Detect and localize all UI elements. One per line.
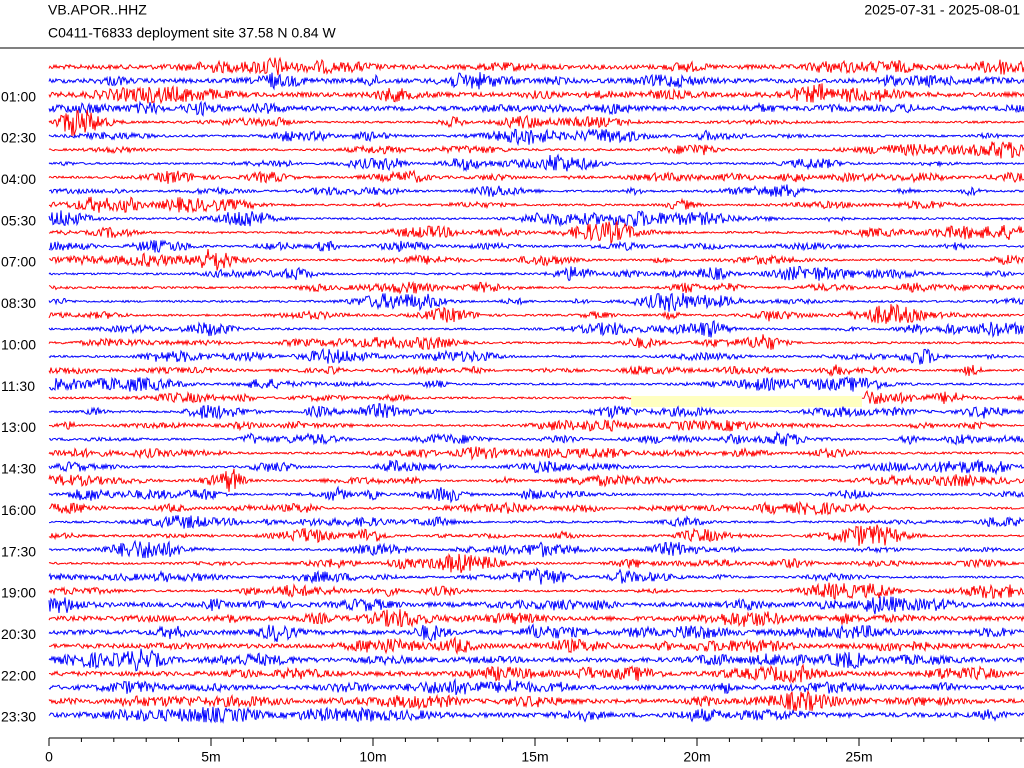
row-label: 16:00: [1, 502, 36, 518]
trace: [48, 109, 1024, 137]
trace: [48, 485, 1024, 504]
site-subtitle: C0411-T6833 deployment site 37.58 N 0.84…: [48, 25, 336, 41]
trace: [48, 677, 1024, 696]
trace: [48, 184, 1024, 198]
row-label: 13:00: [1, 419, 36, 435]
trace: [48, 389, 1024, 405]
row-label: 08:30: [1, 295, 36, 311]
row-label: 04:00: [1, 171, 36, 187]
trace: [48, 552, 1024, 573]
trace: [48, 539, 1024, 559]
trace: [48, 220, 1024, 244]
station-title: VB.APOR..HHZ: [48, 2, 147, 18]
x-tick-label: 20m: [683, 749, 710, 765]
trace: [48, 430, 1024, 447]
data-gap: [631, 396, 862, 407]
x-tick-label: 5m: [201, 749, 220, 765]
trace: [48, 334, 1024, 351]
trace: [48, 303, 1024, 324]
trace: [48, 128, 1024, 147]
trace: [48, 364, 1024, 377]
trace: [48, 582, 1024, 600]
trace: [48, 596, 1024, 615]
x-tick-label: 25m: [845, 749, 872, 765]
trace: [48, 239, 1024, 253]
trace: [48, 524, 1024, 546]
trace: [48, 706, 1024, 724]
trace: [48, 210, 1024, 228]
row-label: 01:00: [1, 88, 36, 104]
trace: [48, 319, 1024, 339]
x-tick-label: 10m: [359, 749, 386, 765]
trace: [48, 419, 1024, 432]
trace: [48, 266, 1024, 282]
row-label: 02:30: [1, 130, 36, 146]
trace: [48, 403, 1024, 420]
trace: [48, 280, 1024, 295]
trace: [48, 375, 1024, 392]
row-label: 05:30: [1, 212, 36, 228]
trace: [48, 648, 1024, 672]
trace: [48, 500, 1024, 516]
trace: [48, 347, 1024, 365]
trace: [48, 100, 1024, 117]
trace: [48, 196, 1024, 214]
x-tick-label: 15m: [521, 749, 548, 765]
trace: [49, 515, 1024, 529]
row-label: 20:30: [1, 626, 36, 642]
trace: [48, 56, 1024, 76]
trace: [48, 609, 1024, 628]
trace: [48, 153, 1024, 172]
trace: [48, 72, 1024, 91]
trace: [48, 635, 1024, 656]
row-label: 10:00: [1, 336, 36, 352]
trace: [48, 83, 1024, 105]
date-range: 2025-07-31 - 2025-08-01: [864, 2, 1020, 18]
trace: [48, 567, 1024, 585]
trace: [48, 169, 1024, 184]
row-label: 22:00: [1, 667, 36, 683]
row-label: 17:30: [1, 543, 36, 559]
trace: [48, 458, 1024, 476]
trace: [48, 249, 1024, 271]
trace: [48, 141, 1024, 159]
trace: [48, 663, 1024, 684]
row-label: 14:30: [1, 461, 36, 477]
row-label: 11:30: [1, 378, 35, 394]
row-label: 23:30: [1, 709, 36, 725]
trace: [48, 292, 1024, 312]
trace: [48, 468, 1024, 492]
trace: [48, 446, 1024, 461]
row-label: 07:00: [1, 254, 36, 270]
x-tick-label: 0: [45, 749, 53, 765]
row-label: 19:00: [1, 585, 36, 601]
trace: [48, 623, 1024, 643]
trace: [48, 689, 1024, 711]
